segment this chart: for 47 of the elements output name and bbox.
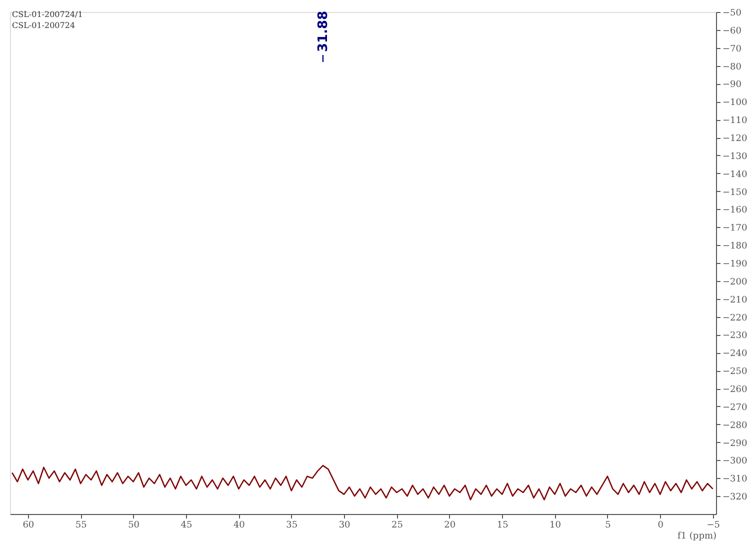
y-tick-label: −270 (722, 402, 747, 413)
x-tick-label: 5 (605, 520, 612, 530)
y-tick-label: −300 (722, 456, 747, 467)
y-tick-label: −260 (722, 385, 747, 395)
x-tick-label: 15 (496, 520, 509, 530)
y-tick-label: −190 (722, 260, 747, 270)
x-tick-label: 40 (233, 520, 246, 530)
x-tick-label: 25 (391, 520, 404, 530)
y-tick-label: −160 (722, 206, 747, 216)
y-tick-label: −170 (722, 224, 747, 234)
y-tick-label: −200 (722, 277, 747, 288)
y-tick-label: −280 (722, 420, 747, 431)
y-tick-label: −130 (722, 152, 747, 162)
y-tick-label: −50 (722, 8, 742, 18)
y-tick-label: −320 (722, 492, 747, 503)
x-tick-label: −5 (706, 520, 720, 530)
x-tick-label: 60 (22, 520, 34, 530)
x-tick-label: 0 (658, 520, 664, 530)
y-tick-label: −210 (722, 295, 747, 306)
y-tick-label: −250 (722, 367, 747, 378)
text: CSL-01-200724 (12, 21, 76, 30)
chart-title: CSL-01-200724/1 (12, 10, 83, 19)
x-axis-title: f1 (ppm) (678, 532, 716, 542)
x-tick-label: 35 (286, 520, 298, 530)
y-tick-label: −230 (722, 331, 747, 342)
x-tick-label: 45 (180, 520, 192, 530)
annotation: 31.88 (316, 10, 331, 52)
line-series (11, 464, 714, 500)
x-tick-label: 20 (444, 520, 456, 530)
y-tick-label: −60 (722, 26, 742, 36)
y-tick-label: −150 (722, 188, 747, 198)
x-tick-label: 10 (550, 520, 562, 530)
y-tick-label: −240 (722, 349, 747, 360)
y-tick-label: −310 (722, 474, 747, 485)
x-tick-label: 55 (75, 520, 88, 530)
y-tick-label: −100 (722, 98, 747, 108)
x-tick-label: 30 (338, 520, 351, 530)
y-tick-label: −220 (722, 313, 747, 324)
y-tick-label: −180 (722, 242, 747, 252)
y-tick-label: −120 (722, 134, 747, 144)
x-tick-label: 50 (128, 520, 140, 530)
y-tick-label: −70 (722, 44, 742, 54)
y-tick-label: −110 (722, 116, 747, 126)
y-tick-label: −80 (722, 62, 742, 72)
y-tick-label: −90 (722, 80, 742, 90)
y-tick-label: −290 (722, 438, 747, 449)
y-tick-label: −140 (722, 170, 747, 180)
